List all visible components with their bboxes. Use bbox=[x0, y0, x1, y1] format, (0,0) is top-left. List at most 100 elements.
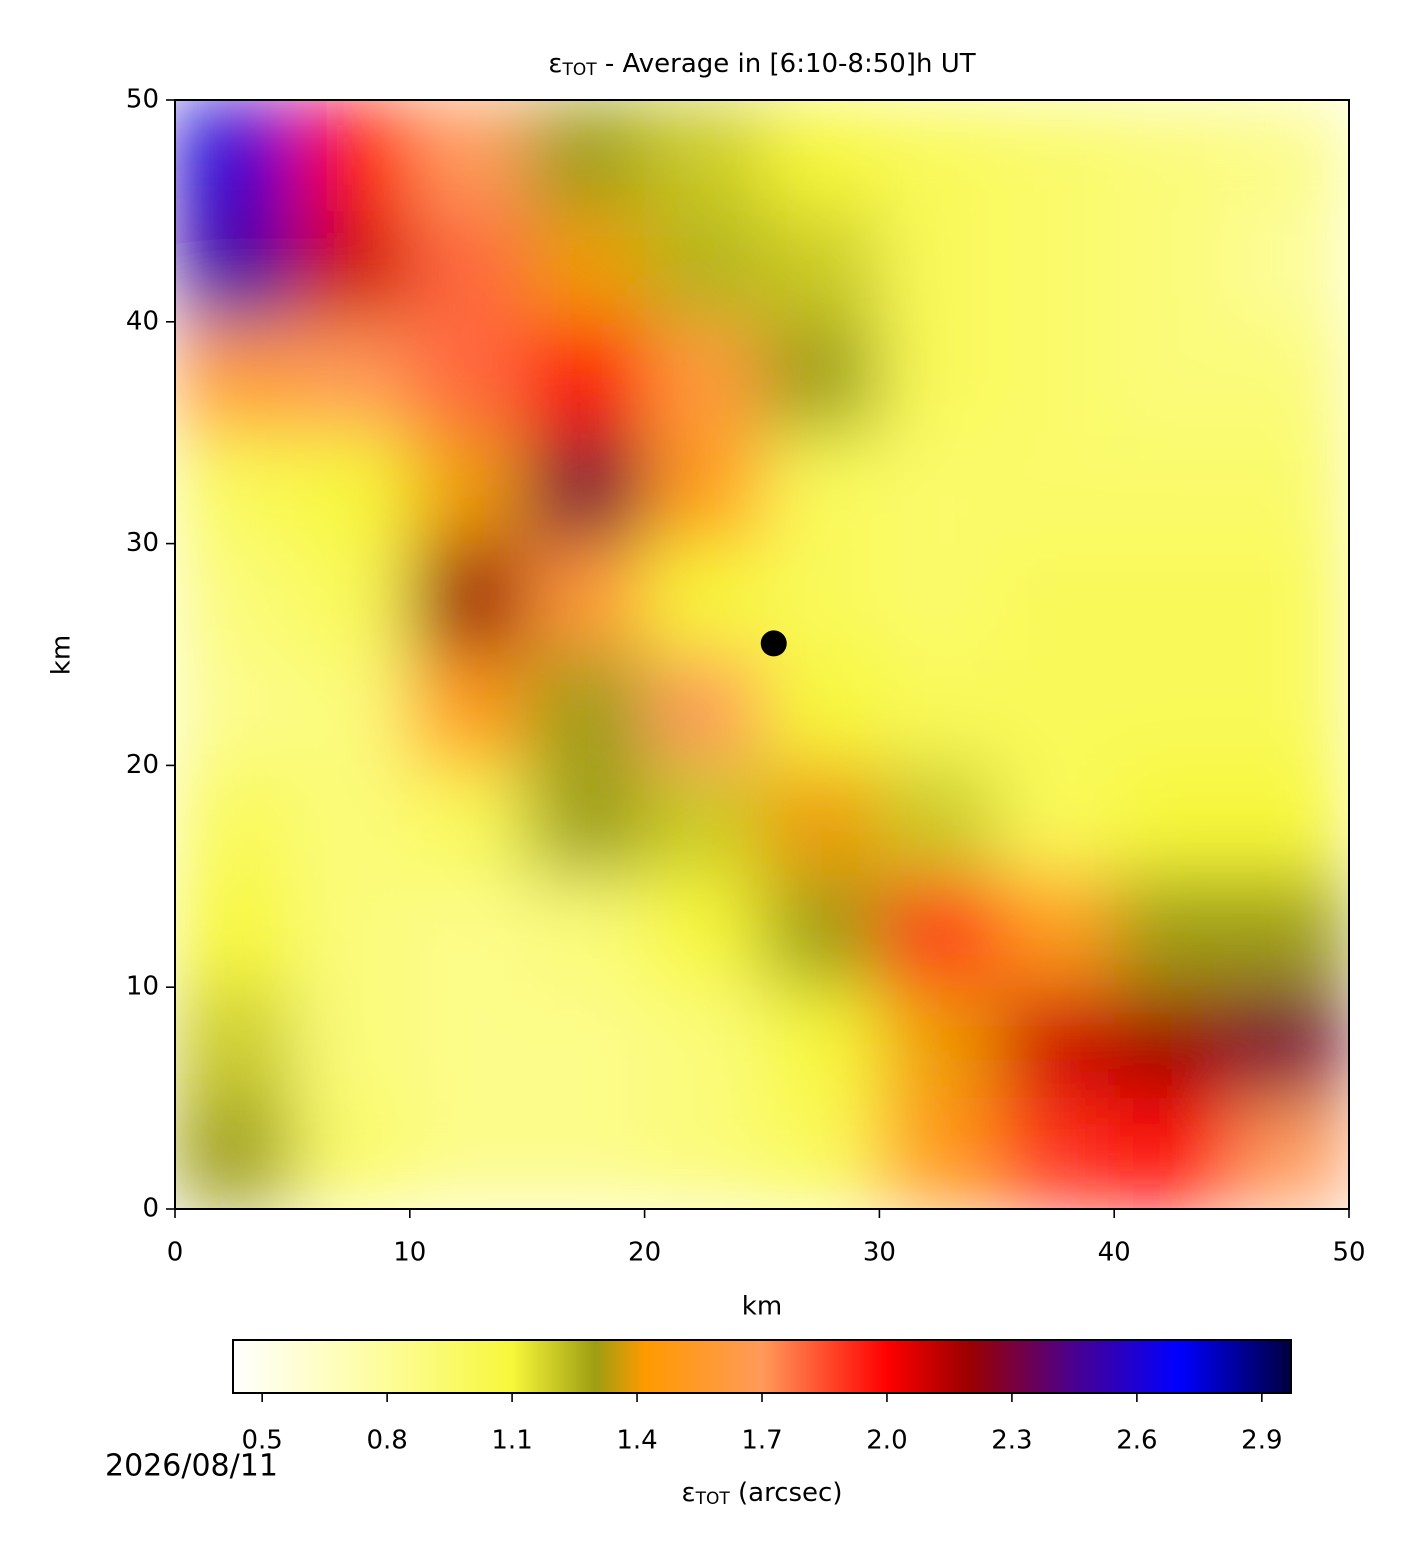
heatmap-cell bbox=[1114, 321, 1233, 434]
heatmap-cell bbox=[996, 543, 1115, 655]
heatmap-cell bbox=[292, 1098, 411, 1209]
heatmap-cell bbox=[644, 210, 763, 323]
heatmap-cell bbox=[1114, 100, 1233, 212]
heatmap-cell bbox=[1114, 432, 1233, 545]
heatmap-cell bbox=[644, 765, 763, 877]
heatmap-cell bbox=[1231, 765, 1349, 877]
x-tick-label: 10 bbox=[393, 1238, 426, 1268]
heatmap-cell bbox=[292, 987, 411, 1099]
heatmap-cell bbox=[527, 210, 646, 323]
heatmap-cell bbox=[1231, 654, 1349, 766]
heatmap-cell bbox=[879, 100, 998, 212]
heatmap-cell bbox=[644, 321, 763, 434]
heatmap-cell bbox=[1231, 876, 1349, 988]
heatmap-cell bbox=[762, 765, 880, 877]
heatmap-cell bbox=[409, 1098, 528, 1209]
heatmap-cell bbox=[762, 210, 880, 323]
heatmap-cell bbox=[527, 987, 646, 1099]
colorbar-tick-label: 0.8 bbox=[366, 1426, 407, 1456]
heatmap-cell bbox=[644, 100, 763, 212]
heatmap-cell bbox=[1231, 543, 1349, 655]
heatmap-cell bbox=[175, 432, 293, 545]
heatmap-cell bbox=[175, 100, 293, 212]
y-tick-label: 20 bbox=[126, 750, 159, 780]
heatmap-cell bbox=[1231, 432, 1349, 545]
heatmap-cell bbox=[996, 876, 1115, 988]
heatmap-cell bbox=[879, 1098, 998, 1209]
heatmap-cell bbox=[762, 432, 880, 545]
y-tick-label: 50 bbox=[126, 85, 159, 115]
site-marker bbox=[760, 630, 787, 657]
heatmap-cell bbox=[292, 210, 411, 323]
heatmap-cell bbox=[996, 432, 1115, 545]
plot-frame bbox=[174, 99, 1350, 1210]
chart-title: εTOT - Average in [6:10-8:50]h UT bbox=[548, 49, 975, 81]
heatmap-cell bbox=[879, 321, 998, 434]
heatmap-cell bbox=[409, 100, 528, 212]
heatmap-cell bbox=[292, 876, 411, 988]
heatmap-cell bbox=[1114, 1098, 1233, 1209]
heatmap-cell bbox=[175, 876, 293, 988]
heatmap-cell bbox=[175, 1098, 293, 1209]
heatmap-cell bbox=[292, 100, 411, 212]
heatmap-cell bbox=[996, 654, 1115, 766]
heatmap-cell bbox=[527, 765, 646, 877]
colorbar-tick-label: 2.6 bbox=[1116, 1426, 1157, 1456]
colorbar-tick-label: 1.7 bbox=[741, 1426, 782, 1456]
heatmap-cell bbox=[409, 210, 528, 323]
heatmap-cell bbox=[175, 987, 293, 1099]
x-tick-label: 30 bbox=[863, 1238, 896, 1268]
x-tick-label: 50 bbox=[1332, 1238, 1365, 1268]
heatmap-cell bbox=[409, 321, 528, 434]
heatmap-cell bbox=[1114, 654, 1233, 766]
heatmap-cell bbox=[879, 765, 998, 877]
heatmap-cell bbox=[175, 543, 293, 655]
heatmap-cell bbox=[292, 543, 411, 655]
colorbar-tick-label: 1.4 bbox=[616, 1426, 657, 1456]
x-tick-label: 20 bbox=[628, 1238, 661, 1268]
heatmap-cell bbox=[1231, 1098, 1349, 1209]
heatmap-cell bbox=[175, 321, 293, 434]
heatmap-cell bbox=[762, 987, 880, 1099]
heatmap-cell bbox=[527, 876, 646, 988]
y-tick-label: 10 bbox=[126, 972, 159, 1002]
heatmap-cell bbox=[175, 765, 293, 877]
heatmap-cell bbox=[879, 432, 998, 545]
heatmap-cell bbox=[409, 765, 528, 877]
heatmap-cell bbox=[409, 876, 528, 988]
heatmap-cell bbox=[409, 543, 528, 655]
heatmap-cell bbox=[1114, 765, 1233, 877]
heatmap-cell bbox=[762, 321, 880, 434]
heatmap-cell bbox=[527, 100, 646, 212]
heatmap-cell bbox=[762, 654, 880, 766]
heatmap-cell bbox=[644, 987, 763, 1099]
heatmap-cell bbox=[879, 876, 998, 988]
x-axis-label: km bbox=[742, 1292, 782, 1322]
heatmap-cell bbox=[879, 543, 998, 655]
heatmap-cell bbox=[1114, 876, 1233, 988]
heatmap-cell bbox=[996, 987, 1115, 1099]
heatmap-cell bbox=[409, 432, 528, 545]
y-tick-label: 30 bbox=[126, 528, 159, 558]
heatmap-cell bbox=[762, 876, 880, 988]
heatmap-cell bbox=[527, 654, 646, 766]
heatmap-cell bbox=[527, 1098, 646, 1209]
heatmap-cell bbox=[996, 1098, 1115, 1209]
heatmap-cell bbox=[996, 321, 1115, 434]
heatmap-cell bbox=[292, 432, 411, 545]
colorbar-tick-label: 0.5 bbox=[241, 1426, 282, 1456]
heatmap-cell bbox=[644, 432, 763, 545]
heatmap-cell bbox=[292, 654, 411, 766]
heatmap-cell bbox=[762, 100, 880, 212]
heatmap-cell bbox=[996, 100, 1115, 212]
heatmap-cell bbox=[527, 321, 646, 434]
heatmap-cell bbox=[1231, 100, 1349, 212]
y-axis-label: km bbox=[47, 635, 77, 675]
heatmap-cell bbox=[292, 321, 411, 434]
y-tick-label: 40 bbox=[126, 306, 159, 336]
heatmap-cell bbox=[644, 654, 763, 766]
heatmap-cell bbox=[175, 654, 293, 766]
heatmap-cell bbox=[1114, 987, 1233, 1099]
heatmap-cell bbox=[409, 654, 528, 766]
